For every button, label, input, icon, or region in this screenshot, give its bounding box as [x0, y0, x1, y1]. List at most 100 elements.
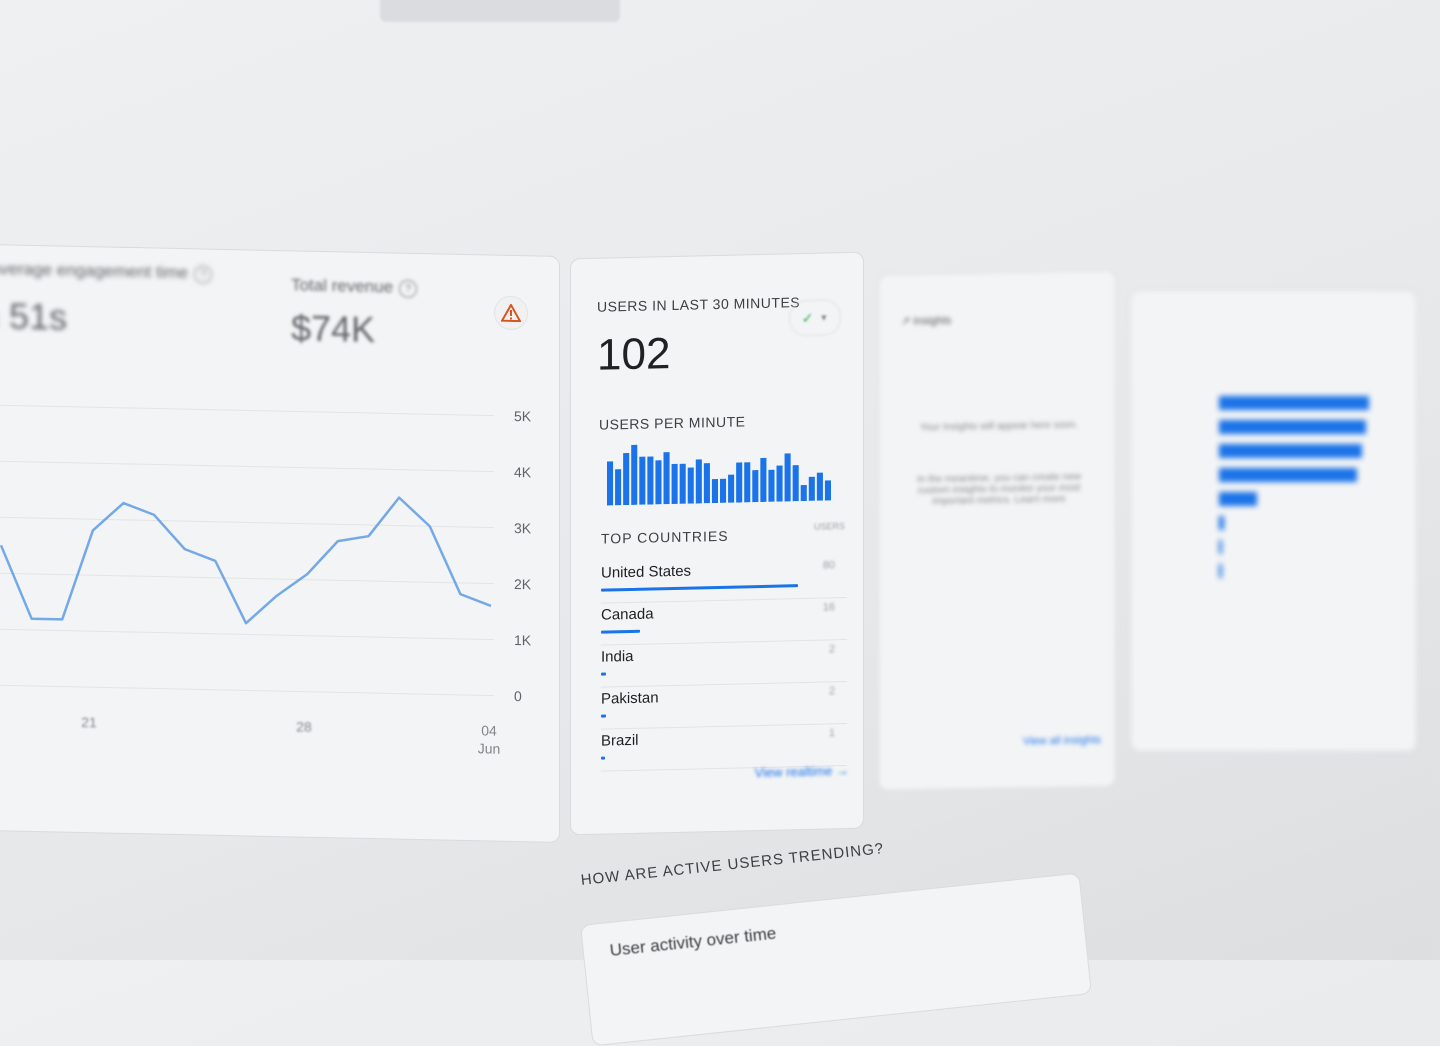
realtime-users-value: 102 [597, 329, 671, 380]
country-users: 1 [828, 727, 835, 740]
horizontal-bar [1219, 516, 1224, 530]
country-share-bar [601, 756, 605, 760]
help-circle-icon[interactable]: ? [399, 279, 418, 298]
insights-icon: ↗ [901, 315, 914, 328]
country-share-bar [601, 629, 641, 634]
country-users: 16 [822, 601, 835, 614]
view-realtime-link[interactable]: View realtime → [754, 763, 849, 781]
users-per-minute-bar [824, 480, 832, 501]
realtime-card: USERS IN LAST 30 MINUTES ✓ ▼ 102 USERS PE… [570, 251, 864, 836]
engagement-label: Average engagement time? [0, 259, 213, 284]
x-tick-label: 28 [296, 718, 312, 734]
grid-line [0, 460, 494, 473]
arrow-right-icon: → [836, 763, 849, 779]
users-per-minute-bar [808, 476, 815, 501]
users-per-minute-bar [671, 463, 678, 505]
users-per-minute-bar [687, 467, 694, 504]
insights-text-2: In the meantime, you can create new cust… [917, 471, 1081, 508]
x-tick-label: 04 [481, 722, 497, 738]
revenue-value: $74K [291, 307, 376, 351]
users-per-minute-bar [792, 465, 799, 502]
realtime-title: USERS IN LAST 30 MINUTES [597, 294, 801, 315]
users-per-minute-bar [607, 461, 614, 506]
user-activity-card: User activity over time [580, 872, 1093, 1046]
users-per-minute-label: USERS PER MINUTE [599, 413, 746, 433]
users-per-minute-bar [720, 478, 727, 503]
country-name: Brazil [601, 731, 639, 750]
y-tick-label: 1K [514, 632, 532, 648]
users-per-minute-bar [784, 453, 791, 502]
horizontal-bar [1219, 420, 1366, 434]
users-per-minute-bar [647, 456, 654, 505]
top-countries-label: TOP COUNTRIES [601, 527, 729, 547]
country-row[interactable]: Pakistan 2 [601, 681, 847, 730]
users-column-label: USERS [813, 521, 845, 532]
country-users: 2 [828, 643, 835, 656]
country-row[interactable]: India 2 [601, 639, 847, 688]
users-per-minute-bar [736, 462, 743, 503]
horizontal-bar [1219, 564, 1222, 578]
country-users: 2 [828, 685, 835, 698]
users-per-minute-bar [695, 459, 702, 504]
trending-section-title: HOW ARE ACTIVE USERS TRENDING? [580, 840, 885, 889]
y-tick-label: 0 [514, 688, 522, 704]
users-per-minute-bar [631, 444, 638, 505]
users-per-minute-bar [663, 452, 670, 505]
insights-text: Your Insights will appear here soon. [919, 419, 1079, 434]
x-tick-label: 21 [81, 714, 97, 730]
horizontal-bar [1219, 540, 1222, 554]
country-users: 80 [822, 559, 835, 572]
country-row[interactable]: United States 80 [601, 555, 847, 604]
users-per-minute-bar [703, 463, 710, 504]
grid-line [0, 404, 494, 417]
y-tick-label: 2K [514, 576, 532, 592]
engagement-value: 1m 51s [0, 294, 68, 338]
users-per-minute-bar [768, 469, 775, 502]
users-per-minute-bar [623, 452, 630, 506]
grid-line [0, 628, 494, 641]
users-per-minute-bar [615, 469, 622, 506]
country-name: Pakistan [601, 689, 659, 708]
users-per-minute-bar [752, 470, 759, 503]
insights-card: ↗ Insights Your Insights will appear her… [878, 269, 1116, 792]
horizontal-bar [1219, 396, 1369, 410]
x-tick-label: Jun [478, 740, 501, 756]
users-per-minute-bar [816, 472, 823, 501]
country-name: United States [601, 562, 692, 582]
users-per-minute-bar [776, 465, 783, 502]
top-search-bar[interactable] [380, 0, 620, 22]
help-circle-icon[interactable]: ? [194, 264, 213, 284]
country-row[interactable]: Canada 16 [601, 597, 847, 646]
status-dropdown[interactable]: ✓ ▼ [789, 299, 841, 337]
users-per-minute-bar [679, 463, 686, 504]
revenue-line [0, 496, 492, 625]
users-per-minute-bar [655, 460, 662, 505]
users-per-minute-bar [639, 456, 646, 505]
overview-card: Average engagement time? 1m 51s Total re… [0, 244, 560, 843]
horizontal-bar [1219, 492, 1257, 506]
country-name: India [601, 647, 634, 666]
grid-line [0, 684, 494, 697]
y-tick-label: 3K [514, 520, 532, 536]
country-share-bar [601, 584, 798, 592]
warning-triangle-icon[interactable] [494, 295, 528, 331]
users-per-minute-bar [744, 462, 751, 503]
grid-line [0, 516, 494, 529]
country-name: Canada [601, 605, 654, 624]
revenue-line-chart: 5K 4K 3K 2K 1K 0 21 28 04 Jun [0, 404, 532, 757]
y-tick-label: 5K [514, 408, 532, 424]
users-per-minute-chart [607, 444, 832, 506]
view-insights-link[interactable]: View all insights [1022, 734, 1101, 748]
y-tick-label: 4K [514, 464, 532, 480]
users-per-minute-bar [800, 484, 807, 502]
user-activity-title: User activity over time [608, 923, 778, 960]
insights-title: ↗ Insights [901, 314, 952, 328]
users-per-minute-bar [728, 474, 735, 503]
chevron-down-icon: ▼ [819, 312, 829, 323]
country-share-bar [601, 714, 606, 718]
country-share-bar [601, 672, 606, 676]
grid-line [0, 572, 494, 585]
blurred-bar-card [1130, 290, 1417, 752]
revenue-label: Total revenue? [291, 275, 418, 298]
users-per-minute-bar [760, 457, 767, 503]
